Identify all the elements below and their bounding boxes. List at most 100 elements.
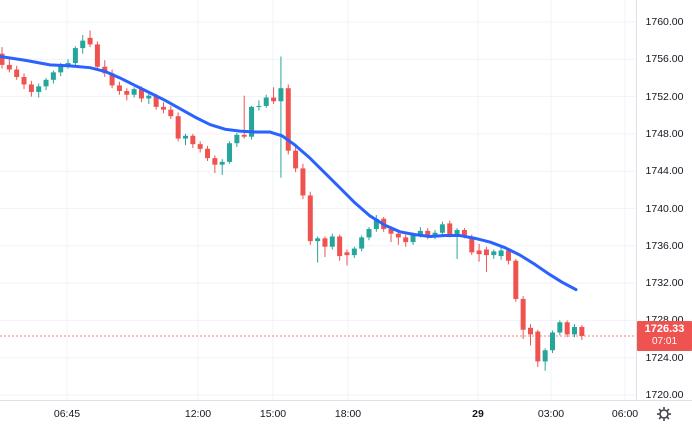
candle-body xyxy=(116,85,122,92)
candle-body xyxy=(271,97,277,102)
candle-body xyxy=(131,89,137,95)
candle-body xyxy=(417,230,423,235)
gear-tooth xyxy=(658,407,662,411)
candle-body xyxy=(351,248,357,256)
candle-body xyxy=(469,236,475,253)
time-axis-label: 18:00 xyxy=(334,408,362,420)
price-axis-label: 1760.00 xyxy=(645,16,684,28)
candle-body xyxy=(542,350,548,362)
candle-body xyxy=(344,252,350,256)
candle-body xyxy=(557,322,563,333)
candle-body xyxy=(322,238,328,247)
candle-body xyxy=(168,109,174,117)
ma-line xyxy=(0,55,578,292)
candle-body xyxy=(307,195,313,242)
candle-body xyxy=(256,105,262,107)
candle-body xyxy=(293,150,299,169)
candle-body xyxy=(241,134,247,137)
time-axis-label: 06:45 xyxy=(53,408,81,420)
candle-body xyxy=(476,250,482,255)
candle-body xyxy=(579,326,585,336)
candle-body xyxy=(58,64,64,73)
candle-body xyxy=(175,116,181,139)
price-axis-label: 1756.00 xyxy=(645,53,684,66)
candle-body xyxy=(403,237,409,243)
candle-body xyxy=(513,260,519,299)
candle-body xyxy=(190,135,196,145)
candle-body xyxy=(212,158,218,165)
candle-body xyxy=(432,232,438,237)
candle-body xyxy=(483,249,489,256)
last-price-label: 1726.33 07:01 xyxy=(637,320,692,351)
candle-body xyxy=(278,88,284,102)
candle-body xyxy=(527,327,533,335)
last-price-value: 1726.33 xyxy=(644,323,685,336)
candle-body xyxy=(425,230,431,237)
gear-tooth xyxy=(658,416,662,420)
price-axis-label: 1748.00 xyxy=(645,127,684,140)
candle-body xyxy=(285,88,291,151)
candle-body xyxy=(300,168,306,196)
candle-body xyxy=(197,144,203,149)
price-axis-label: 1744.00 xyxy=(645,165,684,178)
candle-body xyxy=(366,229,372,238)
time-axis-label: 12:00 xyxy=(184,408,212,420)
candle-body xyxy=(6,64,12,70)
candle-body xyxy=(153,95,159,107)
axis-settings-corner[interactable] xyxy=(636,400,692,427)
candle-body xyxy=(227,143,233,162)
candle-body xyxy=(21,77,27,85)
candle-body xyxy=(263,97,269,106)
price-axis-label: 1724.00 xyxy=(645,351,684,364)
candle-body xyxy=(0,53,5,65)
candle-body xyxy=(249,106,255,137)
candle-body xyxy=(94,44,100,67)
candle-body xyxy=(315,238,321,242)
candle-body xyxy=(28,84,34,92)
candle-body xyxy=(572,326,578,335)
price-axis-label: 1740.00 xyxy=(645,202,684,215)
candle-body xyxy=(564,322,570,335)
candle-body xyxy=(388,229,394,234)
gear-icon[interactable] xyxy=(656,406,672,422)
candle-body xyxy=(395,233,401,238)
candle-body xyxy=(72,48,78,64)
gear-tooth xyxy=(666,416,670,420)
candle-body xyxy=(124,91,130,95)
candle-body xyxy=(498,250,504,257)
time-axis[interactable]: 06:45 12:00 15:00 18:00 29 03:00 06:00 xyxy=(0,400,692,427)
candle-body xyxy=(160,106,166,110)
bar-countdown: 07:01 xyxy=(651,336,678,348)
candle-body xyxy=(234,134,240,144)
candle-body xyxy=(505,250,511,261)
candle-body xyxy=(491,251,497,256)
gear-tooth xyxy=(666,407,670,411)
candle-body xyxy=(550,332,555,351)
candle-body xyxy=(535,331,541,362)
time-axis-label: 03:00 xyxy=(537,408,565,420)
price-axis-label: 1736.00 xyxy=(645,239,684,252)
candle-body xyxy=(80,40,86,49)
candle-body xyxy=(439,224,445,233)
time-axis-label: 06:00 xyxy=(611,408,639,420)
candle-body xyxy=(520,298,526,330)
time-axis-label: 15:00 xyxy=(259,408,287,420)
candle-body xyxy=(329,236,335,247)
time-axis-label: 29 xyxy=(472,408,484,420)
candle-body xyxy=(359,237,365,249)
candle-body xyxy=(373,218,379,230)
price-axis-label: 1720.00 xyxy=(645,389,684,401)
candle-body xyxy=(205,148,211,159)
price-axis[interactable]: 1760.00 1756.00 1752.00 1748.00 1744.00 1740.… xyxy=(636,0,692,401)
candle-body xyxy=(43,79,49,87)
candle-body xyxy=(109,73,115,86)
candle-body xyxy=(138,89,144,99)
candle-body xyxy=(146,95,152,99)
price-axis-label: 1752.00 xyxy=(645,90,684,103)
candle-body xyxy=(454,229,460,236)
candle-body xyxy=(87,37,93,45)
candle-body xyxy=(219,161,225,165)
candle-body xyxy=(36,86,42,92)
